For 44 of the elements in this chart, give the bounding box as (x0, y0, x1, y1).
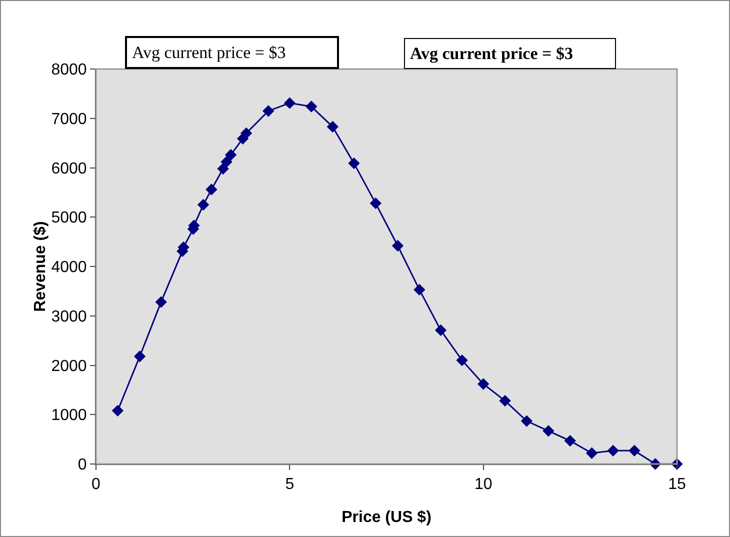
y-tick-label: 6000 (51, 160, 87, 178)
point (155, 296, 167, 308)
y-tick-label: 2000 (51, 358, 87, 375)
point (434, 324, 447, 336)
y-tick-label: 5000 (51, 210, 87, 227)
point (134, 350, 146, 362)
point (628, 444, 640, 457)
y-tick-label: 0 (78, 456, 87, 474)
y-tick-label: 7000 (51, 110, 87, 128)
point (284, 97, 296, 109)
point (477, 378, 490, 390)
point (262, 105, 274, 117)
point (197, 198, 210, 211)
point (520, 415, 533, 427)
point (607, 444, 619, 457)
x-axis-title: Price (US $) (342, 509, 432, 526)
y-tick-label: 4000 (51, 259, 87, 276)
x-tick-label: 15 (668, 476, 686, 494)
y-tick-label: 3000 (51, 308, 87, 326)
text: Avg current price = $3 (410, 44, 573, 63)
point (224, 149, 237, 161)
y-axis-title: Revenue ($) (32, 221, 50, 312)
point (564, 434, 576, 447)
point (542, 425, 554, 437)
y-tick-label: 1000 (51, 407, 87, 424)
y-tick-label: 8000 (51, 62, 87, 79)
point (217, 162, 229, 175)
point (240, 127, 252, 140)
point (456, 354, 468, 366)
x-tick-label: 5 (285, 476, 294, 494)
point (348, 157, 360, 170)
x-tick-label: 0 (92, 476, 101, 494)
point (220, 156, 232, 168)
x-tick-label: 10 (474, 476, 492, 494)
point (586, 447, 598, 459)
point (326, 120, 339, 133)
point (370, 197, 382, 210)
text: Avg current price = $3 (132, 43, 286, 62)
point (414, 284, 426, 296)
point (392, 240, 404, 252)
point (306, 100, 318, 112)
point (112, 404, 124, 417)
point (206, 184, 218, 196)
point (499, 394, 511, 407)
